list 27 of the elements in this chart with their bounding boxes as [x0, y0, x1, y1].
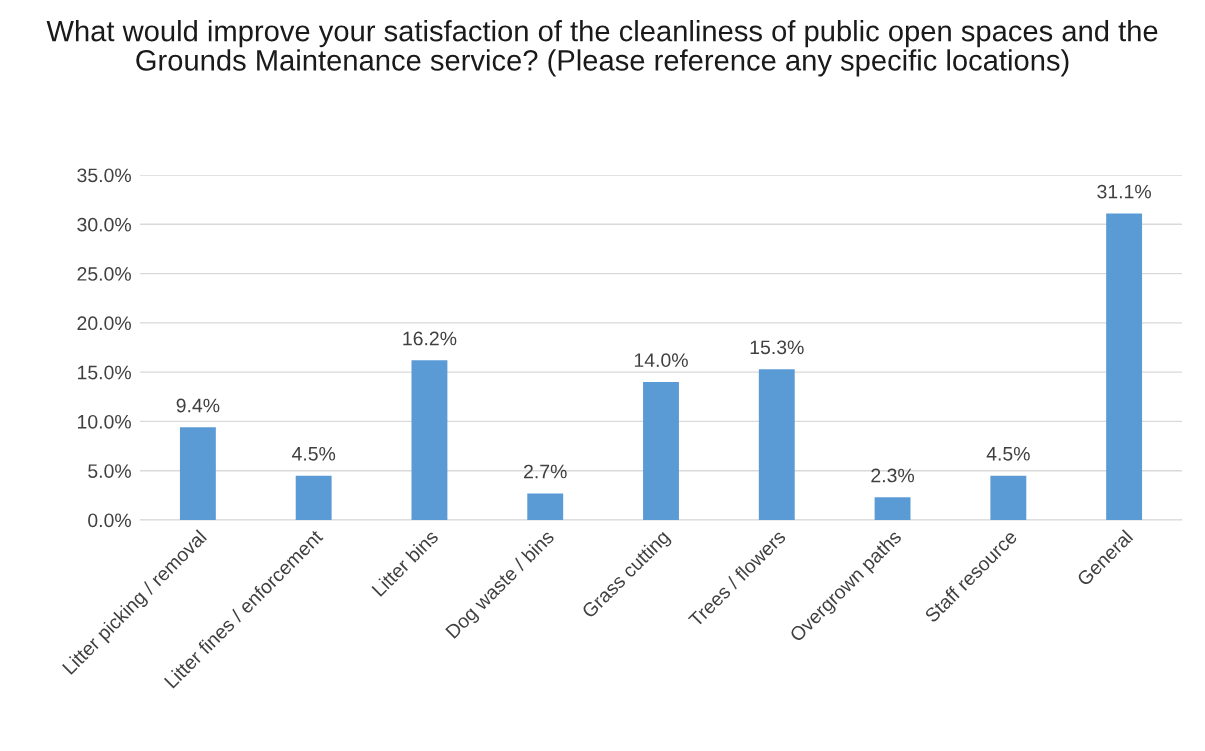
- bar: [1106, 213, 1143, 520]
- data-label: 2.7%: [524, 464, 567, 479]
- data-label: 9.4%: [176, 398, 220, 413]
- bar: [643, 382, 679, 520]
- bar: [874, 497, 911, 520]
- data-label: 4.5%: [291, 447, 336, 461]
- bar: [411, 360, 448, 520]
- y-tick-label: 25.0%: [77, 267, 131, 281]
- data-label: 15.3%: [750, 340, 804, 355]
- y-tick-label: 10.0%: [78, 414, 131, 429]
- data-label: 2.3%: [871, 468, 915, 483]
- y-tick-label: 30.0%: [77, 217, 131, 232]
- bar: [179, 427, 216, 520]
- y-tick-label: 5.0%: [88, 464, 131, 478]
- data-label: 31.1%: [1097, 184, 1151, 199]
- data-label: 14.0%: [634, 353, 688, 368]
- data-label: 4.5%: [986, 447, 1030, 461]
- y-tick-label: 35.0%: [77, 168, 131, 183]
- data-label: 16.2%: [403, 331, 457, 346]
- bar: [295, 475, 332, 520]
- y-tick-label: 0.0%: [88, 513, 131, 528]
- bar: [990, 475, 1027, 520]
- bar: [527, 493, 564, 520]
- chart-title: What would improve your satisfaction of the cleanliness of public open spaces and the Grounds Maintenance service? (Please reference any specific locations): [46, 20, 1158, 77]
- y-tick-label: 15.0%: [78, 365, 131, 380]
- bar: [758, 369, 795, 520]
- y-tick-label: 20.0%: [77, 316, 131, 331]
